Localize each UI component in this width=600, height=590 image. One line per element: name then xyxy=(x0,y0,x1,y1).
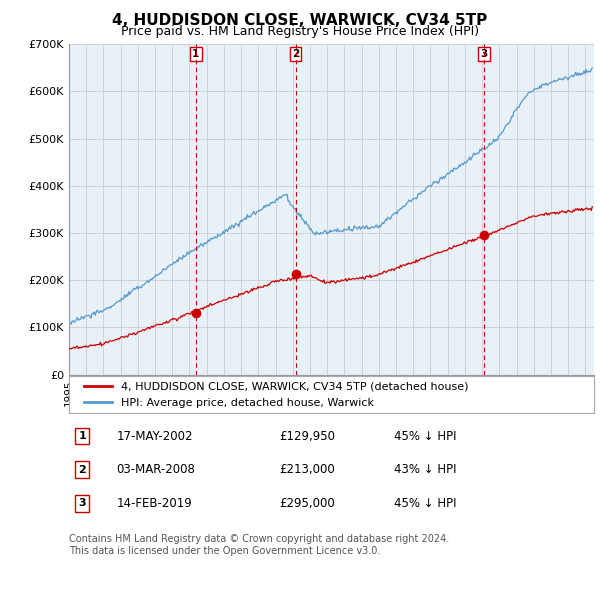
Text: £129,950: £129,950 xyxy=(279,430,335,442)
Text: 3: 3 xyxy=(79,498,86,508)
Text: Contains HM Land Registry data © Crown copyright and database right 2024.: Contains HM Land Registry data © Crown c… xyxy=(69,534,449,544)
Text: 1: 1 xyxy=(192,49,199,59)
Text: 4, HUDDISDON CLOSE, WARWICK, CV34 5TP: 4, HUDDISDON CLOSE, WARWICK, CV34 5TP xyxy=(112,13,488,28)
Text: This data is licensed under the Open Government Licence v3.0.: This data is licensed under the Open Gov… xyxy=(69,546,380,556)
Legend: 4, HUDDISDON CLOSE, WARWICK, CV34 5TP (detached house), HPI: Average price, deta: 4, HUDDISDON CLOSE, WARWICK, CV34 5TP (d… xyxy=(80,378,473,412)
Text: 14-FEB-2019: 14-FEB-2019 xyxy=(116,497,192,510)
Text: £295,000: £295,000 xyxy=(279,497,335,510)
Text: 45% ↓ HPI: 45% ↓ HPI xyxy=(395,430,457,442)
Text: £213,000: £213,000 xyxy=(279,463,335,476)
Text: 2: 2 xyxy=(292,49,299,59)
Text: 45% ↓ HPI: 45% ↓ HPI xyxy=(395,497,457,510)
Text: 03-MAR-2008: 03-MAR-2008 xyxy=(116,463,195,476)
Text: Price paid vs. HM Land Registry's House Price Index (HPI): Price paid vs. HM Land Registry's House … xyxy=(121,25,479,38)
Text: 3: 3 xyxy=(481,49,488,59)
Text: 1: 1 xyxy=(78,431,86,441)
Text: 43% ↓ HPI: 43% ↓ HPI xyxy=(395,463,457,476)
Text: 17-MAY-2002: 17-MAY-2002 xyxy=(116,430,193,442)
Text: 2: 2 xyxy=(78,465,86,474)
